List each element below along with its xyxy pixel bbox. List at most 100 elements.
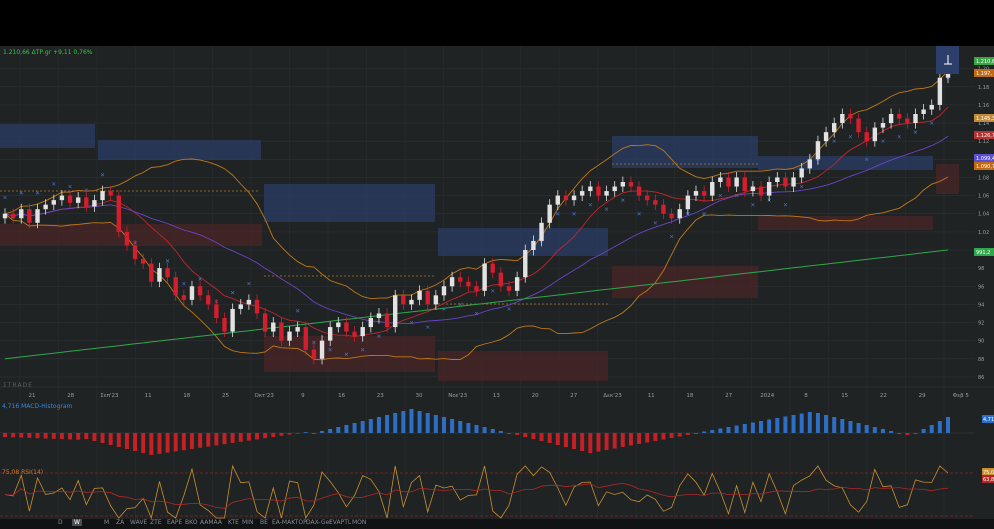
price-tick-label: 92 xyxy=(978,321,984,327)
macd-bar xyxy=(352,423,357,433)
macd-bar xyxy=(336,427,341,433)
macd-bar xyxy=(677,433,682,437)
candle-body xyxy=(636,186,642,196)
toolbar-item-m[interactable]: M xyxy=(104,519,110,526)
macd-bar xyxy=(433,415,438,433)
candle-body xyxy=(100,191,105,201)
sar-dot xyxy=(474,311,479,316)
macd-bar xyxy=(815,413,820,433)
macd-bar xyxy=(295,433,300,434)
rsi-panel: 75,063,8 xyxy=(0,464,994,519)
macd-bar xyxy=(100,433,105,443)
candle-body xyxy=(84,197,89,207)
macd-bar xyxy=(149,433,154,455)
candle-body xyxy=(555,195,560,205)
candle-body xyxy=(295,327,300,332)
macd-bar xyxy=(856,423,861,433)
candle-body xyxy=(124,231,130,246)
macd-bar xyxy=(897,433,902,434)
candle-body xyxy=(921,109,926,114)
candle-body xyxy=(132,245,138,260)
sar-dot xyxy=(653,221,658,225)
candle-body xyxy=(376,313,382,318)
toolbar-item-eape[interactable]: EAPE xyxy=(167,519,183,526)
price-tick-label: 1.06 xyxy=(978,194,989,200)
grid-lines xyxy=(0,46,975,519)
time-tick-label: Δεκ'23 xyxy=(603,393,622,399)
candle-body xyxy=(441,286,447,296)
macd-bar xyxy=(937,421,942,433)
candle-body xyxy=(425,290,430,305)
sar-dot xyxy=(52,182,56,186)
chart-area[interactable]: 1.201.181.161.141.121.101.081.061.041.02… xyxy=(0,46,994,529)
candle-body xyxy=(710,182,715,196)
current-price-marker[interactable] xyxy=(936,46,959,74)
time-tick-label: 8 xyxy=(804,393,808,399)
toolbar-item-wave[interactable]: WAVE xyxy=(130,519,148,526)
toolbar-item-d[interactable]: D xyxy=(58,519,63,526)
sar-dot xyxy=(864,157,869,162)
candle-body xyxy=(498,272,504,287)
sar-dot xyxy=(100,173,105,177)
macd-bar xyxy=(68,433,73,440)
stock-chart[interactable]: 1.201.181.161.141.121.101.081.061.041.02… xyxy=(0,46,994,519)
macd-bar xyxy=(490,429,495,433)
macd-bar xyxy=(718,428,723,433)
toolbar-item-min[interactable]: MIN xyxy=(242,519,254,526)
macd-bar xyxy=(279,433,284,436)
sar-dot xyxy=(409,320,414,325)
macd-bar xyxy=(628,433,633,446)
candle-body xyxy=(75,197,81,203)
toolbar-item-w[interactable]: W xyxy=(72,519,82,526)
candle-body xyxy=(905,118,910,124)
candle-body xyxy=(864,132,869,142)
sar-dot xyxy=(442,307,446,311)
candle-body xyxy=(563,195,569,201)
toolbar-item-bko[interactable]: BKO xyxy=(185,519,198,526)
price-tick-label: 90 xyxy=(978,339,984,345)
price-tick-label: 86 xyxy=(978,375,984,381)
candle-body xyxy=(856,118,861,133)
candle-body xyxy=(51,200,56,205)
macd-bar xyxy=(482,427,487,433)
bollinger-upper xyxy=(4,70,949,300)
macd-bar xyxy=(401,411,406,433)
sar-dot xyxy=(913,130,918,134)
toolbar-item-mon[interactable]: MON xyxy=(352,519,367,526)
sar-dot xyxy=(312,340,316,345)
macd-bar xyxy=(523,433,528,437)
candle-body xyxy=(254,299,260,314)
price-tag-label: 1.099,4 xyxy=(976,156,994,162)
candle-body xyxy=(327,327,333,341)
candle-body xyxy=(303,327,308,350)
candle-body xyxy=(799,168,804,178)
macd-panel: 4,716 xyxy=(0,409,994,455)
time-tick-label: 20 xyxy=(532,393,539,399)
toolbar-item-aamaa[interactable]: AAMAA xyxy=(200,519,222,526)
candle-body xyxy=(831,123,837,133)
price-tag-bg xyxy=(974,162,994,170)
sar-dot xyxy=(930,121,934,125)
toolbar-item-kte[interactable]: KTE xyxy=(228,519,239,526)
candle-body xyxy=(10,213,16,219)
macd-bar xyxy=(27,433,32,438)
macd-bar xyxy=(742,424,747,433)
macd-bar xyxy=(255,433,260,440)
toolbar-item-zte[interactable]: ZTE xyxy=(150,519,162,526)
top-bar xyxy=(0,0,994,46)
macd-bar xyxy=(929,425,934,433)
macd-bar xyxy=(271,433,276,437)
toolbar-item-be[interactable]: BE xyxy=(260,519,268,526)
macd-bar xyxy=(11,433,16,438)
price-tag-bg xyxy=(974,154,994,162)
time-tick-label: 27 xyxy=(725,393,732,399)
macd-bar xyxy=(458,421,463,433)
candle-body xyxy=(271,322,276,332)
toolbar-item-za[interactable]: ZA xyxy=(116,519,125,526)
toolbar-item-ea-maktop[interactable]: EA-MAKTOP xyxy=(272,519,307,526)
sar-dot xyxy=(799,184,804,189)
macd-bar xyxy=(604,433,609,450)
toolbar-item-evaptl[interactable]: EVAPTL xyxy=(329,519,352,526)
toolbar-item-dax-ger[interactable]: DAX-Ger xyxy=(306,519,332,526)
zone-box xyxy=(438,351,608,381)
